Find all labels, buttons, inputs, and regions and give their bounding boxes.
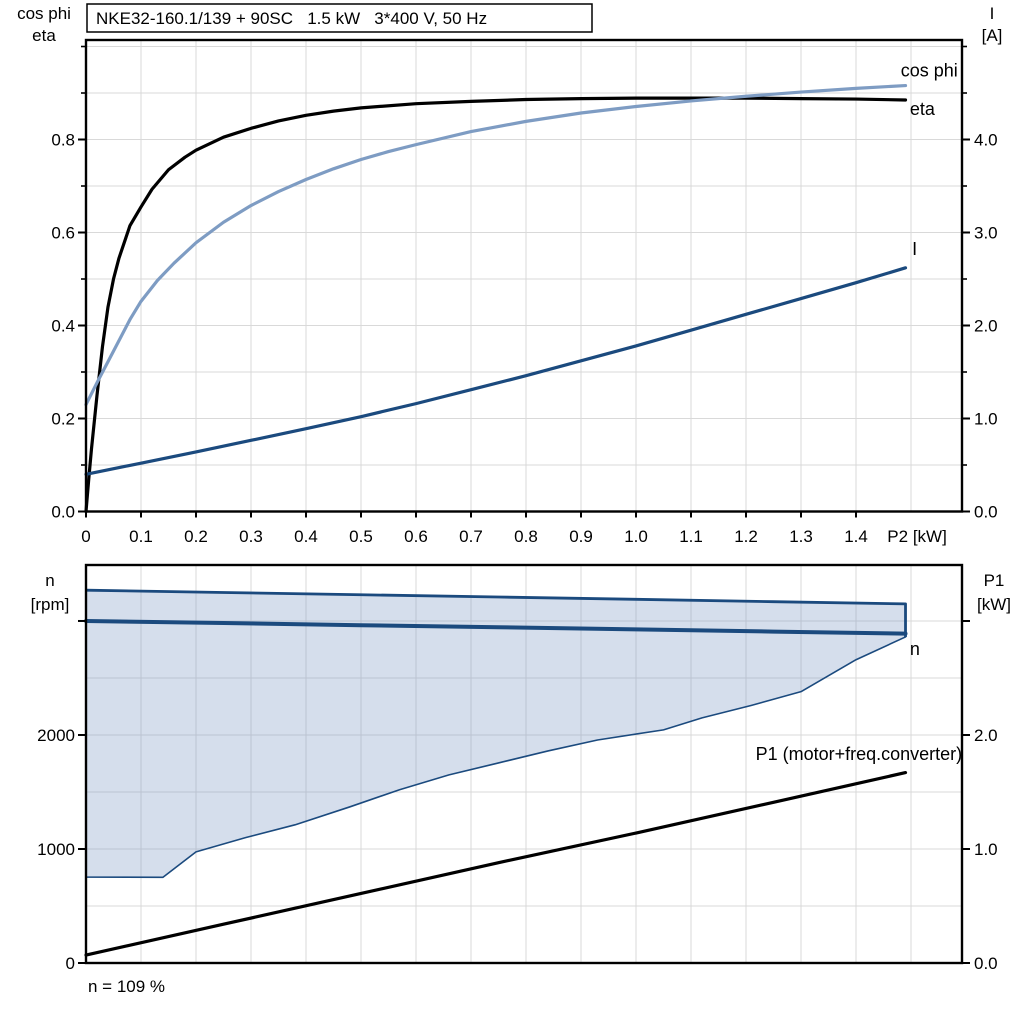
x-axis-tick-label: 1.1 xyxy=(679,527,703,546)
right-axis-tick-label: 3.0 xyxy=(974,224,998,243)
x-axis-tick-label: 1.4 xyxy=(844,527,868,546)
right-axis-tick-label: 0.0 xyxy=(974,503,998,522)
grid xyxy=(86,40,962,512)
left-axis-tick-label: 0.2 xyxy=(51,410,75,429)
x-axis-tick-label: 0.7 xyxy=(459,527,483,546)
speed-percentage-footnote: n = 109 % xyxy=(88,977,165,996)
n-curve-label: n xyxy=(910,639,920,659)
grid xyxy=(86,565,962,963)
right-axis-tick-label: 2.0 xyxy=(974,726,998,745)
left-axis-tick-label: 0 xyxy=(66,954,75,973)
right-axis-header-line1: I xyxy=(990,4,995,23)
x-axis-tick-label: 1.0 xyxy=(624,527,648,546)
x-axis-tick-label: 0.6 xyxy=(404,527,428,546)
x-axis-tick-label: 0.2 xyxy=(184,527,208,546)
speed-range-max-speed-border xyxy=(85,588,907,637)
plot-frame xyxy=(84,38,964,513)
p1-motor-freq-converter--curve-label: P1 (motor+freq.converter) xyxy=(756,744,963,764)
x-axis-tick-label: 0 xyxy=(81,527,90,546)
left-axis-tick-label: 1000 xyxy=(37,840,75,859)
left-axis-header-line2: eta xyxy=(32,26,56,45)
left-axis-tick-label: 0.0 xyxy=(51,503,75,522)
x-axis-tick-label: 0.3 xyxy=(239,527,263,546)
left-axis-header-line1: n xyxy=(45,571,54,590)
chart-title: NKE32-160.1/139 + 90SC 1.5 kW 3*400 V, 5… xyxy=(96,9,487,28)
eta-curve xyxy=(84,96,908,514)
p1-motor-freq-converter--curve xyxy=(84,771,908,957)
chart-1: eta cos phi I 0.0 0.2 0.4 0.6 0.8 0.0 1.0 2.0 3.0 4.… xyxy=(17,3,1003,546)
x-axis-tick-label: 0.4 xyxy=(294,527,318,546)
chart-2: n P1 (motor+freq.converter) 0 1000 2000 0.0 1.… xyxy=(31,563,1011,996)
i-curve-label: I xyxy=(912,239,917,259)
x-axis-tick-label: 1.3 xyxy=(789,527,813,546)
right-axis-tick-label: 4.0 xyxy=(974,131,998,150)
i-curve xyxy=(84,266,908,476)
right-axis-header-line1: P1 xyxy=(984,571,1005,590)
left-axis-tick-label: 0.4 xyxy=(51,317,75,336)
eta-curve-label: eta xyxy=(910,99,936,119)
plot-frame xyxy=(84,563,964,965)
right-axis-tick-label: 1.0 xyxy=(974,410,998,429)
left-axis-tick-label: 0.8 xyxy=(51,131,75,150)
left-axis-tick-label: 0.6 xyxy=(51,224,75,243)
x-axis-tick-label: 0.9 xyxy=(569,527,593,546)
cos-phi-curve-label: cos phi xyxy=(901,60,958,80)
right-axis-header-line2: [A] xyxy=(982,26,1003,45)
left-axis-header-line1: cos phi xyxy=(17,4,71,23)
x-axis-unit-label: P2 [kW] xyxy=(887,527,947,546)
left-axis-tick-label: 2000 xyxy=(37,726,75,745)
right-axis-tick-label: 2.0 xyxy=(974,317,998,336)
n-curve xyxy=(84,618,908,636)
x-axis-tick-label: 0.5 xyxy=(349,527,373,546)
right-axis-tick-label: 0.0 xyxy=(974,954,998,973)
right-axis-tick-label: 1.0 xyxy=(974,840,998,859)
chart-title-box xyxy=(86,3,593,33)
x-axis-tick-label: 0.1 xyxy=(129,527,153,546)
x-axis-tick-label: 1.2 xyxy=(734,527,758,546)
right-axis-header-line2: [kW] xyxy=(977,595,1011,614)
x-axis-tick-label: 0.8 xyxy=(514,527,538,546)
left-axis-header-line2: [rpm] xyxy=(31,595,70,614)
cos-phi-curve xyxy=(84,83,908,407)
